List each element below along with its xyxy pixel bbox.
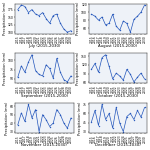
Y-axis label: Precipitation (mm): Precipitation (mm) (3, 2, 7, 35)
X-axis label: August (2015-2030): August (2015-2030) (98, 44, 138, 48)
X-axis label: December (2015-2030): December (2015-2030) (95, 143, 141, 147)
Y-axis label: Precipitation (mm): Precipitation (mm) (76, 2, 80, 35)
X-axis label: October (2015-2030): October (2015-2030) (97, 93, 139, 98)
X-axis label: September (2015-2030): September (2015-2030) (21, 93, 68, 98)
X-axis label: November (2015-2030): November (2015-2030) (21, 143, 67, 147)
Y-axis label: Precipitation (mm): Precipitation (mm) (3, 52, 7, 85)
Y-axis label: Precipitation (mm): Precipitation (mm) (76, 52, 80, 85)
Y-axis label: Precipitation (mm): Precipitation (mm) (78, 101, 82, 135)
Y-axis label: Precipitation (mm): Precipitation (mm) (5, 101, 9, 135)
X-axis label: July (2015-2030): July (2015-2030) (28, 44, 61, 48)
